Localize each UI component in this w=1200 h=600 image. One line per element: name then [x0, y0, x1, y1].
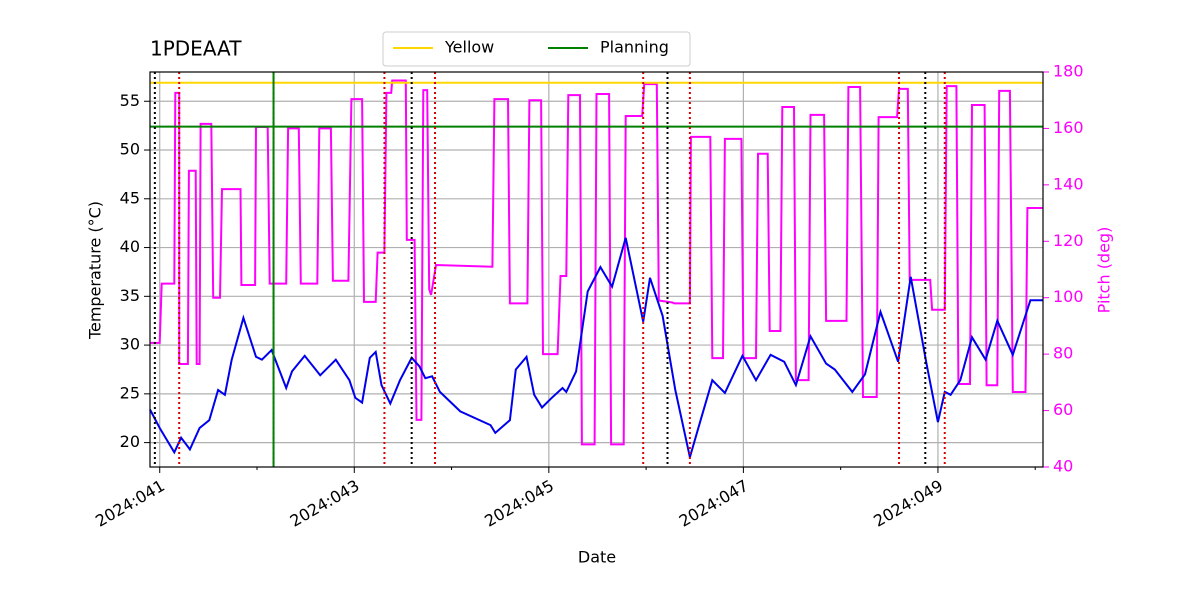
y-tick-label: 35 [120, 286, 140, 305]
y-tick-label: 55 [120, 91, 140, 110]
legend-box [382, 31, 691, 67]
plot-frame [149, 71, 1044, 468]
y2-tick-label: 140 [1053, 174, 1084, 193]
y2-tick-label: 100 [1053, 287, 1084, 306]
y2-tick-label: 120 [1053, 231, 1084, 250]
chart-title: 1PDEAAT [150, 37, 242, 61]
x-tick-label: 2024:049 [870, 476, 946, 531]
x-axis-label: Date [578, 548, 616, 567]
x-tick-label: 2024:041 [92, 476, 168, 531]
y2-tick-label: 80 [1053, 344, 1073, 363]
data-line [150, 79, 1043, 446]
y-tick-label: 50 [120, 140, 140, 159]
y-tick-label: 25 [120, 383, 140, 402]
y2-tick-label: 160 [1053, 118, 1084, 137]
x-tick-label: 2024:045 [481, 476, 557, 531]
y-tick-label: 30 [120, 335, 140, 354]
y-tick-label: 20 [120, 432, 140, 451]
y-tick-label: 40 [120, 237, 140, 256]
y2-tick-label: 60 [1053, 400, 1073, 419]
y2-tick-label: 40 [1053, 457, 1073, 476]
x-tick-label: 2024:047 [676, 476, 752, 531]
y2-tick-label: 180 [1053, 62, 1084, 81]
legend-label: Yellow [444, 38, 494, 57]
x-tick-label: 2024:043 [287, 476, 363, 531]
y-axis-label: Temperature (°C) [86, 201, 105, 340]
legend-label: Planning [600, 38, 669, 57]
y-tick-label: 45 [120, 188, 140, 207]
y2-axis-label: Pitch (deg) [1095, 227, 1114, 314]
